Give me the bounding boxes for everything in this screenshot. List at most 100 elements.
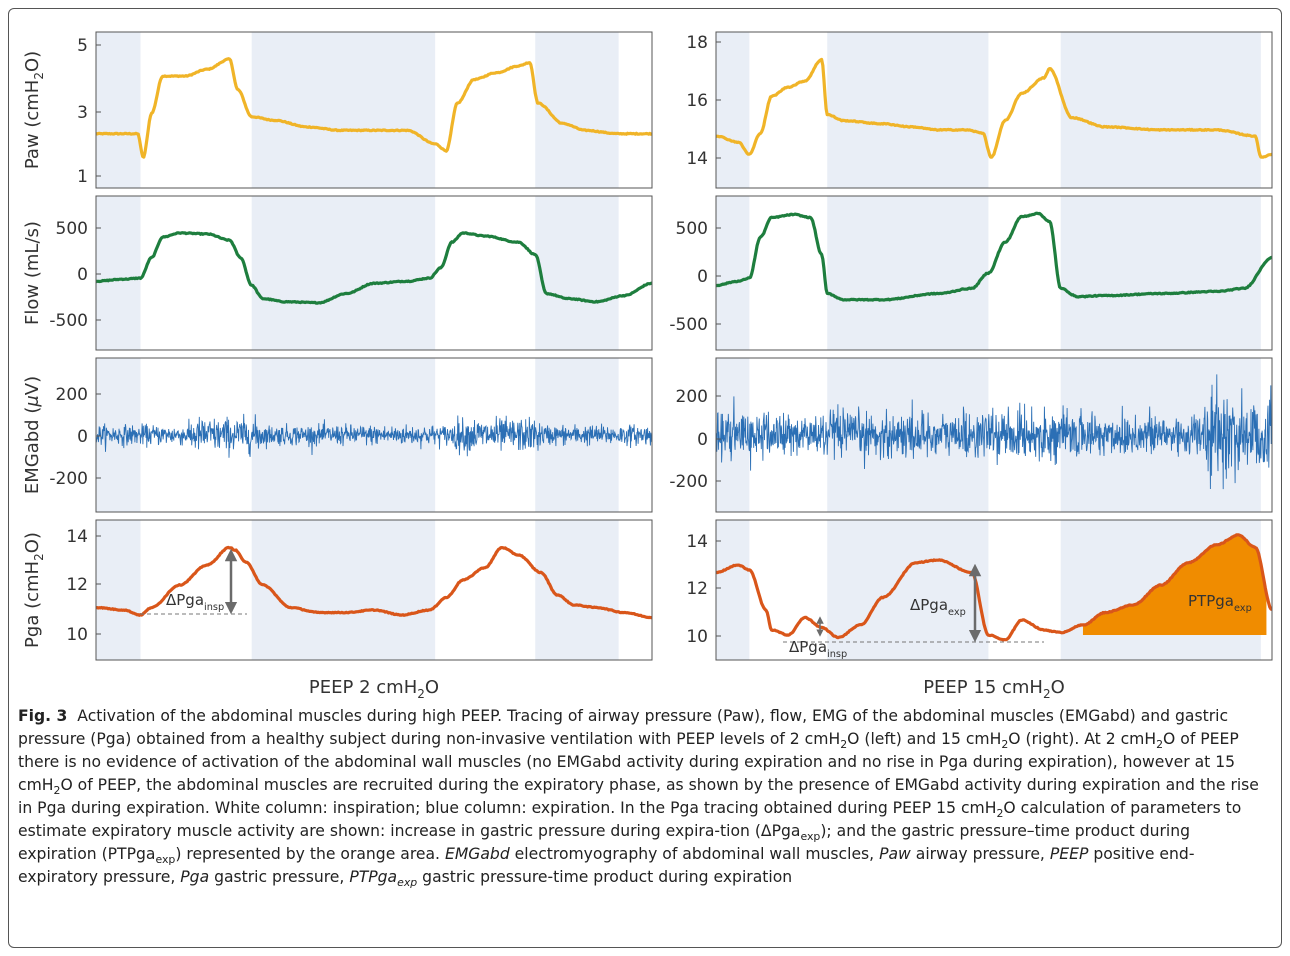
y-label-part: V) — [22, 376, 43, 395]
flow-trace — [96, 231, 652, 305]
caption-abbr-term: EMGabd — [444, 845, 510, 863]
caption-text-1: Activation of the abdominal muscles duri… — [18, 707, 1229, 748]
caption-sub: exp — [397, 876, 418, 890]
expiration-band — [251, 196, 436, 350]
axes-frame — [715, 195, 1273, 351]
axes-frame — [95, 519, 653, 661]
caption-abbr-def: airway pressure, — [910, 845, 1050, 863]
trace-group — [96, 231, 652, 305]
paw-trace — [96, 57, 652, 159]
emg-trace — [96, 413, 652, 458]
y-tick-label: 14 — [686, 149, 708, 169]
expiration-band — [827, 32, 989, 188]
y-tick-label: 18 — [686, 33, 708, 53]
expiration-band — [535, 196, 619, 350]
expiration-band — [1060, 196, 1261, 350]
y-axis-label: Paw (cmH2O) — [22, 51, 46, 169]
column-label-main: PEEP 2 cmH — [309, 677, 417, 698]
delta-pga-insp-left-sub: insp — [204, 602, 224, 613]
expiration-band — [716, 196, 750, 350]
y-tick-label: 12 — [686, 579, 708, 599]
caption-abbr-def: electromyography of abdominal wall muscl… — [509, 845, 880, 863]
caption-abbr-def: positive end-expiratory pressure, — [18, 845, 1195, 886]
axes-frame — [715, 519, 1273, 661]
expiration-band — [716, 32, 750, 188]
expiration-band — [251, 32, 436, 188]
ptp-label-main: PTPga — [1188, 592, 1234, 610]
y-label-part: O) — [22, 532, 43, 553]
y-label-sub: 2 — [32, 553, 46, 561]
caption-fig-label: Fig. 3 — [18, 707, 68, 725]
expiration-band — [535, 520, 619, 660]
expiration-band — [827, 520, 989, 660]
expiration-band — [827, 196, 989, 350]
pga-trace — [96, 545, 652, 620]
y-tick-label: -200 — [669, 472, 708, 492]
delta-pga-insp-left: ΔPgainsp — [166, 591, 224, 613]
ptp-label: PTPgaexp — [1188, 592, 1252, 614]
caption-abbr-def: gastric pressure, — [209, 868, 350, 886]
panel-pga-right: 14 12 10 — [686, 519, 1273, 661]
caption-sub: exp — [155, 853, 176, 867]
y-label-mu: μ — [22, 395, 43, 407]
delta-pga-exp-right-sub: exp — [948, 607, 966, 618]
caption-text-4: O of PEEP there is no evidence of activa… — [18, 730, 1239, 794]
panel-emg-right: 200 0 -200 — [669, 357, 1273, 513]
y-tick-label: 12 — [66, 575, 88, 595]
caption-abbr-term: Paw — [879, 845, 911, 863]
caption-text-2: O (left) and 15 cmH — [847, 730, 1002, 748]
axes-frame — [715, 357, 1273, 513]
trace-group — [716, 533, 1272, 642]
caption-abbr-term: PTPga — [349, 868, 398, 886]
trace-group — [96, 413, 652, 458]
trace-group — [716, 211, 1272, 302]
caption-sub: 2 — [996, 807, 1004, 821]
flow-trace — [716, 211, 1272, 302]
ptp-area — [1082, 535, 1267, 635]
y-tick-label: 3 — [77, 103, 88, 123]
caption-sub: 2 — [1001, 738, 1009, 752]
expiration-band — [1060, 32, 1261, 188]
caption-text-5: O of PEEP, the abdominal muscles are rec… — [18, 776, 1259, 817]
caption-abbr-term: PEEP — [1049, 845, 1089, 863]
y-tick-label: 16 — [686, 91, 708, 111]
y-label-part: O) — [22, 51, 43, 72]
expiration-band — [96, 32, 141, 188]
paw-trace — [716, 57, 1272, 159]
y-axis-label: Flow (mL/s) — [22, 221, 43, 325]
y-axis-label: Pga (cmH2O) — [22, 532, 46, 648]
y-tick-label: 500 — [676, 219, 708, 239]
caption-abbr-term: Pga — [180, 868, 210, 886]
y-tick-label: 200 — [56, 385, 88, 405]
y-tick-label: 14 — [686, 532, 708, 552]
expiration-band — [96, 196, 141, 350]
column-label-tail: O — [425, 677, 439, 698]
ptp-label-sub: exp — [1234, 603, 1252, 614]
caption-sub: 2 — [1156, 738, 1164, 752]
panel-paw-right: 18 16 14 — [686, 31, 1273, 189]
column-label-sub: 2 — [1043, 687, 1051, 700]
trace-group — [96, 57, 652, 159]
y-tick-label: 0 — [77, 427, 88, 447]
y-tick-label: 10 — [66, 625, 88, 645]
caption-text-6: O calculation of parameters to estimate … — [18, 799, 1242, 840]
figure-frame — [8, 8, 1282, 948]
emg-trace — [716, 374, 1272, 490]
y-tick-label: 10 — [686, 627, 708, 647]
y-tick-label: 0 — [77, 265, 88, 285]
axes-frame — [95, 31, 653, 189]
column-label: PEEP 15 cmH2O — [923, 677, 1065, 700]
y-label-part: EMGabd ( — [22, 407, 43, 494]
y-tick-label: 14 — [66, 527, 88, 547]
delta-pga-exp-right-main: ΔPga — [910, 596, 948, 614]
panel-pga-left: 14 12 10 Pga (cmH2O) — [22, 519, 653, 661]
panel-paw-left: 5 3 1 Paw (cmH2O) — [22, 31, 653, 189]
expiration-band — [716, 520, 750, 660]
axes-frame — [95, 357, 653, 513]
y-tick-label: -500 — [669, 315, 708, 335]
panel-flow-left: 500 0 -500 Flow (mL/s) — [22, 195, 653, 351]
column-label: PEEP 2 cmH2O — [309, 677, 439, 700]
caption-sub: 2 — [53, 784, 61, 798]
